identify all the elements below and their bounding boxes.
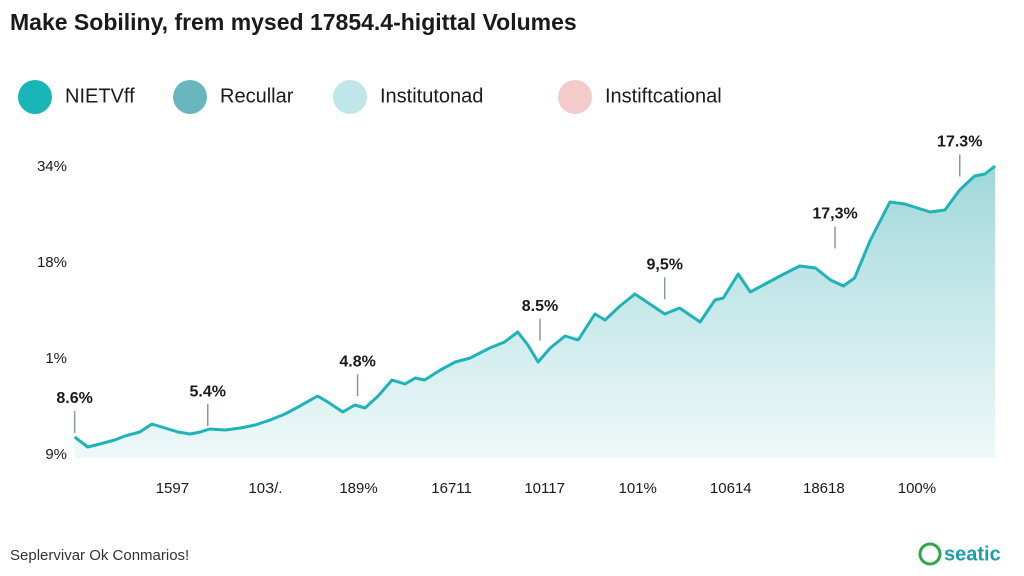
x-tick-label: 100% — [898, 480, 936, 497]
legend-swatch — [18, 80, 52, 114]
x-tick-label: 101% — [619, 480, 657, 497]
annotation: 9,5% — [646, 257, 682, 274]
annotation: 8.6% — [56, 390, 92, 407]
line — [73, 164, 997, 449]
legend-swatch — [558, 80, 592, 114]
annotation: 17.3% — [937, 134, 982, 151]
y-tick-label: 18% — [37, 254, 67, 271]
legend-label: Instiftcational — [605, 85, 722, 107]
y-tick-label: 9% — [45, 446, 67, 463]
x-tick-label: 10614 — [710, 480, 752, 497]
x-tick-label: 18618 — [803, 480, 845, 497]
x-tick-label: 16711 — [431, 480, 472, 497]
y-tick-label: 1% — [45, 350, 67, 367]
annotation: 5.4% — [190, 383, 226, 400]
x-tick-label: 189% — [339, 480, 377, 497]
x-tick-label: 1597 — [156, 480, 189, 497]
legend: NIETVff Recullar Institutonad Instiftcation… — [18, 80, 722, 114]
plot-area: 9% 1% 18% 34% 1597 10З/. 189% 16711 10117 101% 106… — [37, 134, 997, 497]
y-tick-label: 34% — [37, 158, 67, 175]
legend-label: Institutonad — [380, 85, 483, 107]
x-tick-label: 10З/. — [248, 480, 282, 497]
annotation: 8.5% — [522, 298, 558, 315]
area-fill — [74, 166, 996, 458]
logo: seatic — [944, 543, 1001, 565]
annotation: 4.8% — [339, 353, 375, 370]
x-tick-label: 10117 — [524, 480, 565, 497]
annotation: 17,3% — [812, 206, 857, 223]
logo-icon — [918, 542, 942, 566]
legend-swatch — [333, 80, 367, 114]
chart-title: Make Sobiliny, frem mysed 17854.4-higitt… — [10, 9, 577, 35]
legend-label: Recullar — [220, 85, 294, 107]
legend-swatch — [173, 80, 207, 114]
footer: Seplervivar Ok Conmarios! — [10, 547, 189, 564]
legend-label: NIETVff — [65, 85, 135, 107]
